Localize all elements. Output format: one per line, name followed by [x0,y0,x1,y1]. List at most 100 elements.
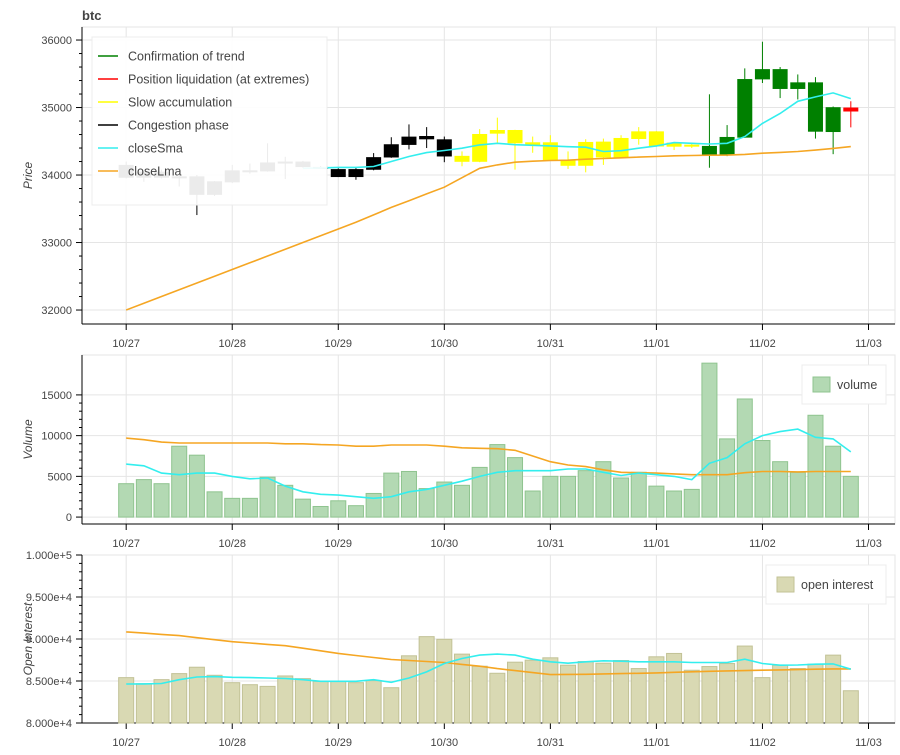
volume-bar [118,483,135,518]
volume-bar [542,475,559,518]
volume-bar [807,414,824,518]
y-tick-label: 32000 [41,305,72,317]
volume-bar [701,362,718,518]
open-interest-bar [347,682,364,724]
candle-body [366,157,382,170]
volume-bar [719,438,736,518]
x-tick-label: 10/27 [112,737,140,749]
open-interest-bar [648,656,665,724]
x-tick-label: 11/02 [749,538,776,550]
x-tick-label: 10/27 [112,338,140,350]
y-axis-label: Price [21,162,35,190]
volume-bar [171,445,188,518]
legend-label: Slow accumulation [128,96,232,110]
candle-body [701,145,717,156]
x-tick-label: 11/01 [643,338,670,350]
open-interest-bar [453,653,471,724]
y-tick-label: 15000 [41,390,72,402]
volume-sma-line [126,428,852,500]
volume-bar [330,500,347,518]
volume-bar [595,461,612,518]
legend-label: open interest [801,578,874,592]
open-interest-bar [259,685,276,724]
open-interest-bar [294,678,311,724]
volume-bar [436,481,453,518]
y-axis-label: Volume [21,419,35,460]
x-tick-label: 11/03 [855,737,882,749]
y-tick-label: 35000 [41,103,72,115]
open-interest-bar [436,638,453,724]
open-interest-bar [365,680,382,724]
open-interest-bar [666,652,683,724]
legend-box [91,36,328,206]
open-interest-bar [312,680,329,724]
x-tick-label: 10/29 [325,737,353,749]
open-interest-bar [825,654,842,724]
volume-bar [312,505,329,518]
open-interest-bar [224,682,241,724]
close-sma-line [302,92,852,170]
legend-label: volume [837,378,877,392]
volume-lma-line [126,437,851,476]
volume-bar [241,497,258,518]
open-interest-bar [188,666,205,724]
open-interest-bar [736,645,753,724]
candle-body [648,131,664,147]
candle-body [507,130,523,144]
x-tick-label: 11/02 [749,338,776,350]
volume-bar [754,440,771,518]
volume-bar [471,466,488,518]
legend-label: closeLma [128,165,182,179]
open-interest-bar [471,665,488,724]
candle-body [631,131,647,139]
candle-body [772,69,788,89]
candle-body [737,79,753,138]
volume-bar [789,471,806,518]
x-tick-label: 11/02 [749,737,776,749]
volume-bar [666,490,683,518]
open-interest-bar [383,687,400,724]
panel-open-interest: 8.000e+4 8.500e+4 9.000e+4 9.500e+4 1.000e+5… [21,550,896,749]
candle-body [613,137,629,158]
open-interest-bar [135,683,152,724]
legend-swatch [776,576,795,593]
x-tick-label: 10/28 [218,338,246,350]
x-tick-label: 10/31 [537,737,565,749]
open-interest-bar [418,636,435,724]
y-tick-label: 1.000e+5 [26,550,72,562]
candle-body [348,169,364,178]
x-tick-label: 10/30 [431,538,459,550]
close-lma-line [125,145,851,311]
open-interest-bar [277,675,294,724]
price-legend: Confirmation of trend Position liquidatio… [91,36,328,206]
open-interest-bar [630,668,647,724]
candle-body [666,142,682,147]
open-interest-bar [807,663,824,724]
x-tick-label: 10/30 [431,338,459,350]
volume-bar [188,454,205,518]
open-interest-bar [542,657,559,724]
open-interest-bar [613,660,630,724]
volume-bar [224,497,241,518]
x-tick-label: 11/03 [855,538,882,550]
open-interest-bar [701,666,718,724]
open-interest-bar [719,663,736,724]
open-interest-bar [153,679,170,724]
open-interest-bar [683,669,700,724]
candle-body [419,136,435,140]
candle-body [560,160,576,166]
volume-bar [842,475,859,518]
legend-label: Congestion phase [128,119,229,133]
candle-body [525,142,541,146]
legend-label: Position liquidation (at extremes) [128,73,309,87]
y-tick-label: 9.000e+4 [26,634,72,646]
volume-bar [577,470,594,518]
x-tick-label: 11/03 [855,338,882,350]
candle-body [489,130,505,134]
y-tick-label: 34000 [41,170,72,182]
open-interest-bar [206,674,223,724]
open-interest-bar [330,680,347,724]
candle-body [807,82,823,132]
x-tick-label: 11/01 [643,538,670,550]
candle-body [595,141,611,158]
